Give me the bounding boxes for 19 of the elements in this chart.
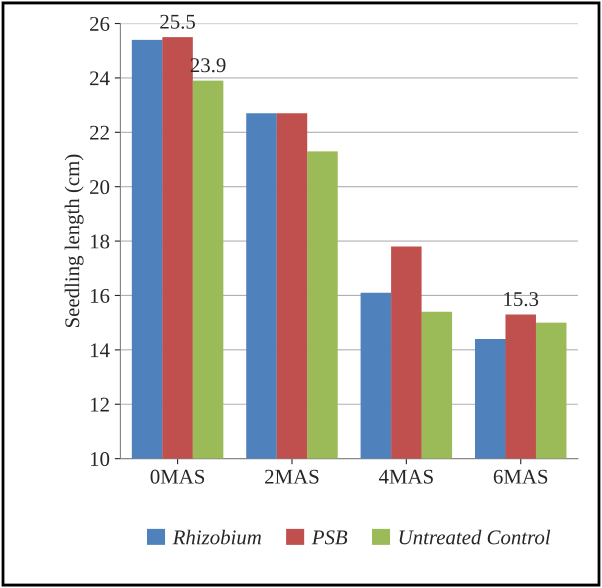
legend-label: Rhizobium [172,530,261,544]
x-tick-label: 2MAS [265,470,318,484]
y-tick-label: 20 [90,180,110,194]
y-tick-label: 10 [90,452,110,466]
data-label: 25.5 [160,14,196,29]
x-tick-label: 6MAS [494,470,548,484]
legend-label: PSB [312,530,348,544]
y-tick-label: 14 [90,343,110,358]
y-tick-label: 26 [90,16,110,31]
y-tick-label: 22 [90,126,109,140]
y-tick-label: 24 [90,71,110,86]
y-tick-label: 12 [90,398,109,412]
x-tick-label: 0MAS [150,470,204,484]
data-label: 15.3 [504,292,538,306]
y-axis-title: Seedling length (cm) [64,154,84,328]
x-tick-label: 4MAS [378,470,433,484]
y-tick-label: 16 [90,288,110,303]
legend-label: Untreated Control [400,530,550,544]
y-tick-label: 18 [90,234,110,249]
